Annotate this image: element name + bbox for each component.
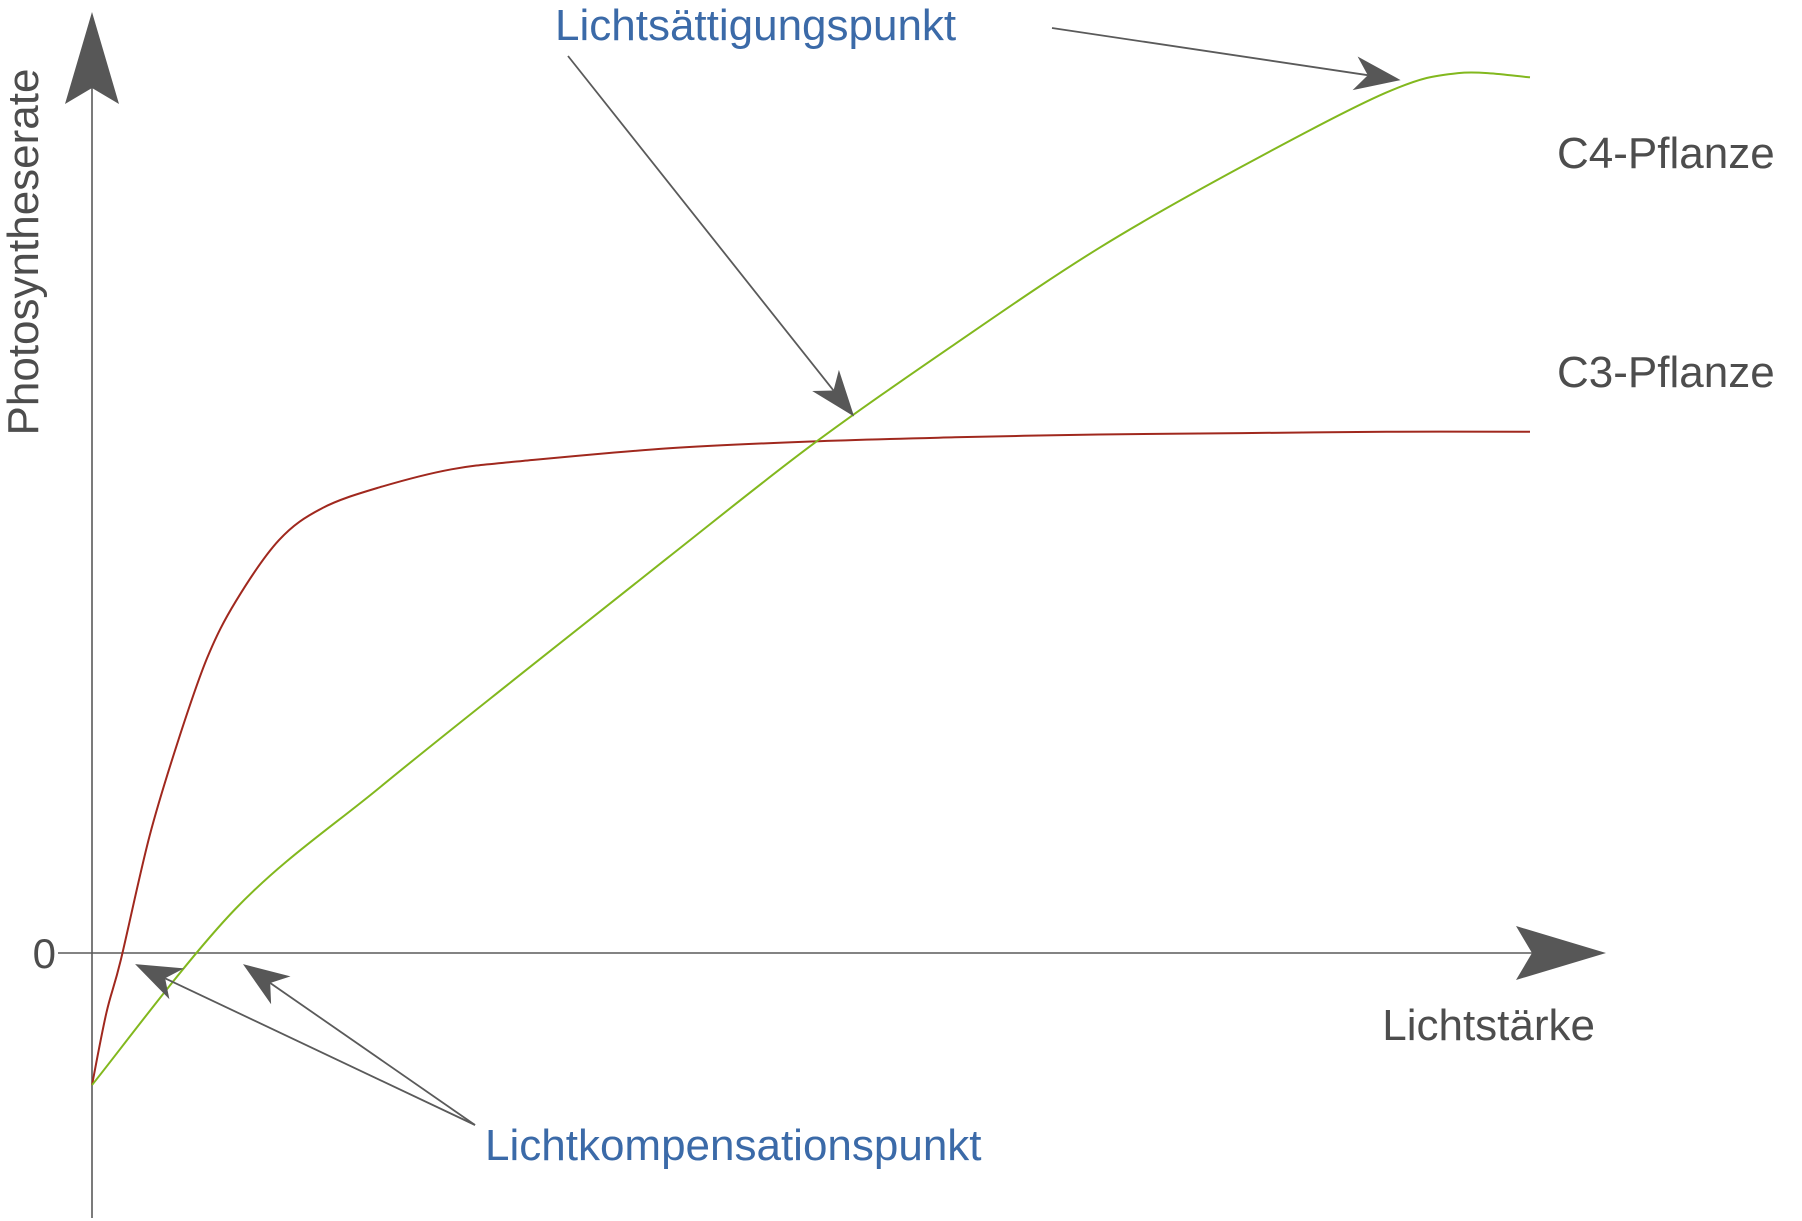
annotation-arrowhead-kompensation-2 [243,964,291,1005]
series-line-c3-pflanze [91,430,1531,1086]
axes [58,12,1606,1218]
x-axis-arrowhead [1516,926,1606,980]
x-axis-label: Lichtstärke [1382,1001,1595,1050]
annotation-arrowhead-saettigung-1 [812,369,855,417]
annotation-layer [135,27,1401,1126]
y-axis-arrowhead [65,12,119,104]
annotation-label-lichtsaettigungspunkt: Lichtsättigungspunkt [555,1,956,50]
annotation-label-lichtkompensationspunkt: Lichtkompensationspunkt [485,1121,982,1170]
annotation-arrow-line-saettigung-2 [1051,27,1368,77]
series-line-c4-pflanze [91,71,1531,1086]
y-axis-label: Photosyntheserate [0,69,48,436]
series-label-c3: C3-Pflanze [1557,348,1775,397]
annotation-arrowhead-saettigung-2 [1352,56,1401,91]
annotation-arrow-line-kompensation-2 [269,982,476,1126]
annotation-arrowhead-kompensation-1 [135,964,184,1000]
series-label-c4: C4-Pflanze [1557,129,1775,178]
annotation-arrow-line-kompensation-1 [164,977,476,1126]
y-tick-label-zero: 0 [33,930,56,977]
annotation-arrow-line-saettigung-1 [567,55,835,392]
series-layer [91,71,1531,1086]
